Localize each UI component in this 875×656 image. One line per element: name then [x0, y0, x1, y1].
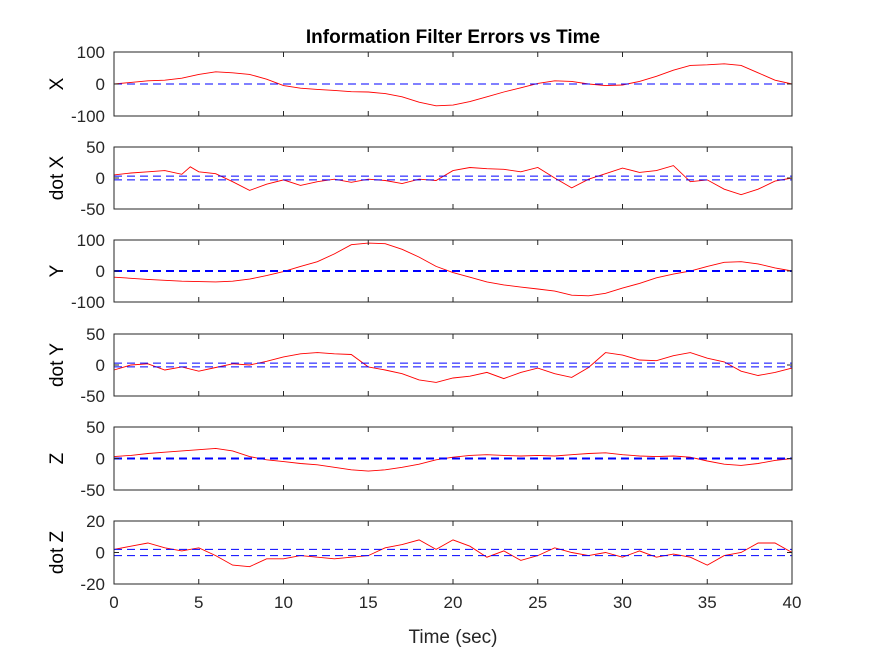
y-axis-label: dot Z: [47, 530, 68, 574]
subplot-1: 100 0 -100 X: [47, 43, 793, 126]
y-tick-label: -50: [80, 200, 105, 219]
error-series-line: [113, 63, 793, 107]
x-tick-label: 0: [109, 593, 118, 612]
x-tick-label: 30: [613, 593, 632, 612]
y-tick-label: 0: [96, 356, 105, 375]
subplot-4: 50 0 -50 dot Y: [47, 325, 793, 406]
y-tick-label: -20: [80, 575, 105, 594]
y-tick-label: 0: [96, 544, 105, 563]
y-tick-label: 0: [96, 450, 105, 469]
y-tick-label: -50: [80, 387, 105, 406]
y-tick-label: 20: [86, 512, 105, 531]
y-axis-label: X: [47, 77, 68, 90]
y-tick-label: 0: [96, 169, 105, 188]
x-axis-label: Time (sec): [408, 627, 497, 648]
x-tick-label: 25: [528, 593, 547, 612]
x-tick-label: 35: [698, 593, 717, 612]
error-series-line: [113, 352, 793, 383]
x-tick-label: 5: [194, 593, 203, 612]
y-tick-label: 50: [86, 325, 105, 344]
y-tick-label: -50: [80, 481, 105, 500]
x-tick-label: 10: [274, 593, 293, 612]
x-tick-label: 15: [359, 593, 378, 612]
y-tick-label: 50: [86, 138, 105, 157]
x-tick-label: 40: [783, 593, 802, 612]
y-tick-label: -100: [71, 293, 105, 312]
chart-title: Information Filter Errors vs Time: [306, 27, 600, 48]
y-tick-label: 100: [77, 231, 105, 250]
subplot-2: 50 0 -50 dot X: [47, 138, 793, 219]
y-tick-label: 0: [96, 75, 105, 94]
y-axis-label: dot Y: [47, 343, 68, 387]
y-tick-label: 50: [86, 418, 105, 437]
y-tick-label: -100: [71, 107, 105, 126]
y-tick-label: 100: [77, 43, 105, 62]
error-series-line: [113, 447, 793, 472]
y-axis-label: Y: [47, 264, 68, 277]
y-tick-label: 0: [96, 262, 105, 281]
error-series-line: [113, 165, 793, 196]
x-tick-label: 20: [444, 593, 463, 612]
subplot-3: 100 0 -100 Y: [47, 231, 793, 312]
y-axis-label: dot X: [47, 155, 68, 200]
y-axis-label: Z: [47, 452, 68, 464]
subplot-5: 50 0 -50 Z: [47, 418, 793, 500]
